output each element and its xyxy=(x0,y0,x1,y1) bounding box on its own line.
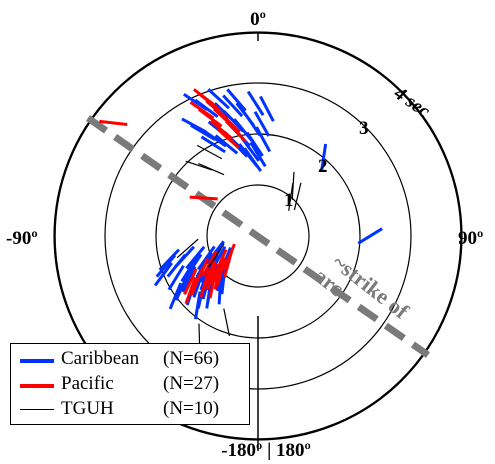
legend-count-caribbean: (N=66) xyxy=(163,348,219,370)
strike-annotation-text: ~strike ofarc xyxy=(310,246,414,342)
angle-label-top: 0º xyxy=(250,9,266,30)
ring-label-2: 2 xyxy=(318,156,328,177)
ring-label-4: 4 sec xyxy=(389,82,434,122)
legend-swatch-caribbean xyxy=(20,359,54,363)
angle-label-left: -90º xyxy=(6,228,38,249)
legend-count-tguh: (N=10) xyxy=(163,398,219,420)
legend-count-pacific: (N=27) xyxy=(163,373,219,395)
stick-pacific-11 xyxy=(190,197,218,199)
legend-name-tguh: TGUH xyxy=(61,398,114,420)
stick-caribbean-24 xyxy=(260,96,273,121)
ring-label-3: 3 xyxy=(359,118,369,139)
stick-pacific-10 xyxy=(99,121,127,124)
legend-item-tguh: TGUH (N=10) xyxy=(11,398,249,422)
stick-tguh-0 xyxy=(186,161,213,170)
stick-tguh-5 xyxy=(294,183,301,210)
stick-tguh-1 xyxy=(198,164,224,175)
legend-swatch-tguh xyxy=(20,409,54,410)
strike-annotation: ~strike ofarc xyxy=(310,246,414,342)
legend-swatch-pacific xyxy=(20,384,54,388)
legend-item-caribbean: Caribbean (N=66) xyxy=(11,348,249,372)
ring-label-1: 1 xyxy=(284,190,294,211)
angle-label-right: 90º xyxy=(458,228,483,249)
stick-caribbean-64 xyxy=(358,229,382,244)
legend-item-pacific: Pacific (N=27) xyxy=(11,373,249,397)
legend: Caribbean (N=66) Pacific (N=27) TGUH (N=… xyxy=(10,343,250,425)
stick-caribbean-23 xyxy=(227,89,245,110)
angle-label-bottom: -180º | 180º xyxy=(221,440,311,461)
legend-name-caribbean: Caribbean xyxy=(61,348,139,370)
legend-name-pacific: Pacific xyxy=(61,373,114,395)
